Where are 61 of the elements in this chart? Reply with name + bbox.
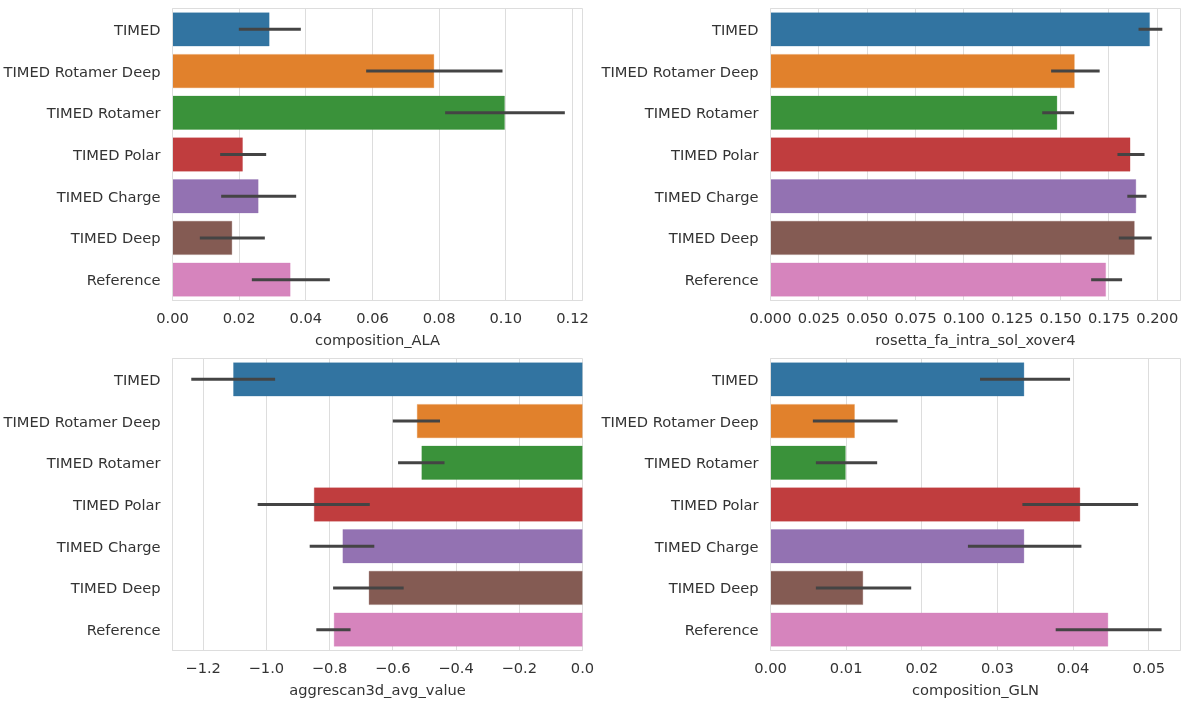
y-tick-label: TIMED Charge (55, 187, 161, 205)
y-tick-label: TIMED Polar (670, 146, 760, 163)
y-tick-label: Reference (684, 621, 759, 639)
x-tick-label: 0.150 (1039, 308, 1082, 326)
y-tick-label: TIMED (113, 20, 161, 38)
x-tick-label: 0.04 (1056, 658, 1090, 676)
x-tick-label: 0.00 (156, 308, 189, 326)
x-tick-label: 0.05 (1132, 658, 1166, 676)
x-tick-label: −1.0 (248, 658, 285, 676)
x-tick-label: 0.000 (749, 308, 792, 326)
y-tick-label: TIMED Charge (653, 187, 759, 205)
y-tick-label: TIMED Rotamer Deep (600, 412, 759, 430)
y-tick-label: TIMED Polar (72, 146, 162, 163)
x-tick-label: 0.00 (754, 658, 787, 676)
x-tick-label: 0.02 (905, 658, 939, 676)
x-tick-label: 0.025 (797, 308, 840, 326)
y-tick-label: TIMED Rotamer (643, 104, 760, 122)
x-tick-label: −1.2 (185, 658, 221, 676)
x-tick-label: −0.6 (375, 658, 411, 676)
x-axis-title: rosetta_fa_intra_sol_xover4 (875, 330, 1076, 348)
y-tick-label: TIMED Rotamer (643, 454, 760, 472)
y-tick-label: TIMED (711, 20, 759, 38)
x-tick-label: 0.100 (942, 308, 985, 326)
x-tick-label: 0.03 (981, 658, 1014, 676)
y-tick-label: TIMED Rotamer (45, 104, 162, 122)
x-tick-label: 0.04 (289, 308, 323, 326)
y-tick-label: TIMED (113, 370, 161, 388)
x-tick-label: 0.02 (222, 308, 256, 326)
x-tick-label: 0.10 (489, 308, 523, 326)
y-tick-label: TIMED Charge (653, 537, 759, 555)
x-tick-label: 0.06 (356, 308, 389, 326)
y-tick-label: TIMED Deep (667, 579, 759, 597)
x-tick-label: −0.8 (311, 658, 348, 676)
x-tick-label: −0.2 (501, 658, 538, 676)
y-tick-label: Reference (86, 271, 161, 289)
x-axis-title: composition_ALA (314, 330, 441, 348)
x-axis-title: aggrescan3d_avg_value (289, 680, 466, 698)
y-tick-label: TIMED Deep (69, 579, 161, 597)
y-tick-label: TIMED (711, 370, 759, 388)
y-tick-label: TIMED Polar (670, 496, 760, 513)
x-tick-label: 0.12 (556, 308, 589, 326)
y-tick-label: TIMED Rotamer Deep (600, 62, 759, 80)
x-tick-label: 0.075 (894, 308, 937, 326)
x-tick-label: 0.01 (829, 658, 863, 676)
y-tick-label: TIMED Rotamer Deep (2, 62, 161, 80)
x-tick-label: 0.0 (570, 658, 595, 676)
x-tick-label: −0.4 (438, 658, 474, 676)
y-tick-label: TIMED Deep (69, 229, 161, 247)
x-tick-label: 0.050 (846, 308, 889, 326)
x-tick-label: 0.125 (991, 308, 1034, 326)
y-tick-label: Reference (86, 621, 161, 639)
x-tick-label: 0.200 (1136, 308, 1179, 326)
x-tick-label: 0.175 (1087, 308, 1130, 326)
y-tick-label: TIMED Polar (72, 496, 162, 513)
y-tick-label: TIMED Rotamer (45, 454, 162, 472)
x-tick-label: 0.08 (422, 308, 456, 326)
y-tick-label: Reference (684, 271, 759, 289)
y-tick-label: TIMED Rotamer Deep (2, 412, 161, 430)
x-axis-title: composition_GLN (911, 680, 1040, 698)
y-tick-label: TIMED Charge (55, 537, 161, 555)
y-tick-label: TIMED Deep (667, 229, 759, 247)
